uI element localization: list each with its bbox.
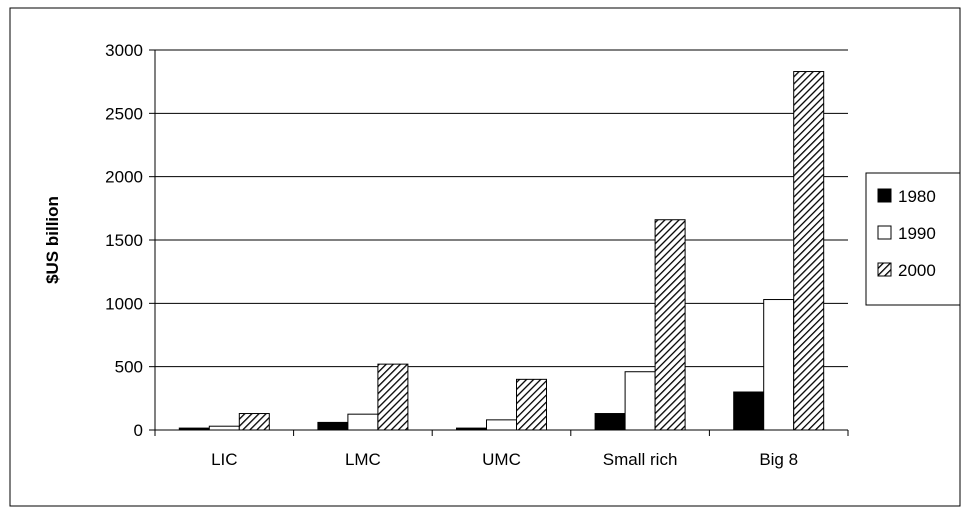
bar-1980-big-8 bbox=[733, 391, 765, 431]
bar-1990-lic bbox=[208, 425, 240, 431]
legend-label-1980: 1980 bbox=[898, 187, 936, 206]
legend-label-1990: 1990 bbox=[898, 224, 936, 243]
bar-1980-lmc bbox=[317, 421, 349, 431]
legend-swatch-1990 bbox=[877, 225, 892, 240]
x-tick-label: UMC bbox=[482, 450, 521, 469]
bar-2000-lmc bbox=[377, 363, 409, 431]
y-tick-labels: 0 500 1000 1500 2000 2500 3000 bbox=[105, 41, 143, 440]
bar-2000-small-rich bbox=[654, 219, 686, 431]
bar-2000-umc bbox=[516, 378, 547, 431]
y-tick-label: 1000 bbox=[105, 294, 143, 313]
y-axis-title: $US billion bbox=[43, 196, 62, 284]
legend-swatch-1980 bbox=[877, 188, 892, 203]
bar-1990-small-rich bbox=[624, 371, 656, 431]
bar-1990-big-8 bbox=[763, 299, 795, 431]
bar-1980-small-rich bbox=[594, 413, 626, 431]
legend-swatch-2000 bbox=[877, 262, 892, 277]
y-tick-label: 2000 bbox=[105, 168, 143, 187]
legend: 1980 1990 2000 bbox=[877, 187, 936, 280]
x-tick-label: LMC bbox=[345, 450, 381, 469]
y-tick-label: 2500 bbox=[105, 104, 143, 123]
bar-2000-lic bbox=[238, 413, 270, 431]
bar-2000-big-8 bbox=[793, 71, 825, 431]
y-tick-label: 1500 bbox=[105, 231, 143, 250]
axes bbox=[149, 49, 849, 436]
legend-label-2000: 2000 bbox=[898, 261, 936, 280]
y-tick-label: 3000 bbox=[105, 41, 143, 60]
x-tick-label: Small rich bbox=[603, 450, 678, 469]
x-tick-label: Big 8 bbox=[759, 450, 798, 469]
bar-1990-lmc bbox=[347, 413, 379, 431]
x-tick-label: LIC bbox=[211, 450, 237, 469]
y-tick-label: 500 bbox=[115, 358, 143, 377]
y-tick-label: 0 bbox=[134, 421, 143, 440]
x-tick-labels: LIC LMC UMC Small rich Big 8 bbox=[211, 450, 798, 469]
gridlines bbox=[155, 49, 848, 368]
bar-1990-umc bbox=[486, 419, 517, 431]
bars bbox=[178, 71, 825, 431]
